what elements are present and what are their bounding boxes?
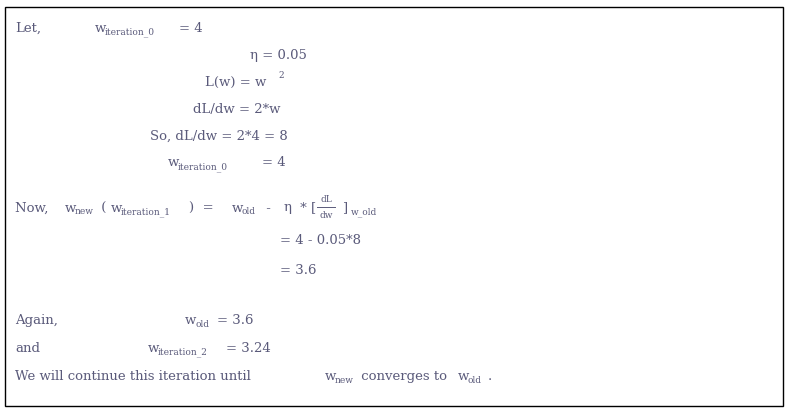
Text: η = 0.05: η = 0.05 (250, 48, 307, 62)
Text: We will continue this iteration until: We will continue this iteration until (15, 369, 255, 383)
Text: w: w (111, 201, 122, 215)
Text: w: w (65, 201, 77, 215)
Text: iteration_0: iteration_0 (178, 162, 228, 172)
Text: )  =: ) = (189, 201, 218, 215)
Text: dw: dw (319, 212, 333, 220)
Text: w: w (168, 157, 179, 169)
Text: * [: * [ (296, 201, 316, 215)
Text: w_old: w_old (351, 207, 378, 217)
Text: dL: dL (320, 196, 332, 205)
Text: w: w (325, 369, 337, 383)
Text: So, dL/dw = 2*4 = 8: So, dL/dw = 2*4 = 8 (150, 129, 288, 143)
Text: iteration_2: iteration_2 (158, 347, 208, 357)
Text: w: w (458, 369, 469, 383)
Text: (: ( (97, 201, 107, 215)
Text: = 4: = 4 (179, 21, 202, 35)
Text: Again,: Again, (15, 314, 58, 326)
Text: Now,: Now, (15, 201, 53, 215)
Text: -: - (262, 201, 275, 215)
Text: = 3.6: = 3.6 (217, 314, 254, 326)
Text: old: old (195, 319, 209, 328)
Text: iteration_1: iteration_1 (121, 207, 171, 217)
Text: converges to: converges to (357, 369, 451, 383)
Text: w: w (95, 21, 107, 35)
Text: old: old (468, 376, 482, 385)
Text: .: . (488, 369, 492, 383)
Text: iteration_0: iteration_0 (105, 27, 155, 37)
Text: η: η (284, 201, 292, 215)
Text: old: old (242, 208, 256, 217)
Text: w: w (148, 342, 160, 355)
Text: ]: ] (342, 201, 347, 215)
Text: L(w) = w: L(w) = w (205, 76, 266, 88)
Text: dL/dw = 2*w: dL/dw = 2*w (193, 102, 280, 115)
Text: w: w (232, 201, 243, 215)
Text: 2: 2 (278, 71, 284, 79)
Text: w: w (185, 314, 197, 326)
Text: new: new (75, 208, 94, 217)
Text: Let,: Let, (15, 21, 41, 35)
Text: = 4 - 0.05*8: = 4 - 0.05*8 (280, 233, 361, 247)
Text: and: and (15, 342, 40, 355)
Text: = 4: = 4 (262, 157, 286, 169)
Text: = 3.24: = 3.24 (226, 342, 271, 355)
Text: new: new (335, 376, 354, 385)
Text: = 3.6: = 3.6 (280, 263, 317, 277)
